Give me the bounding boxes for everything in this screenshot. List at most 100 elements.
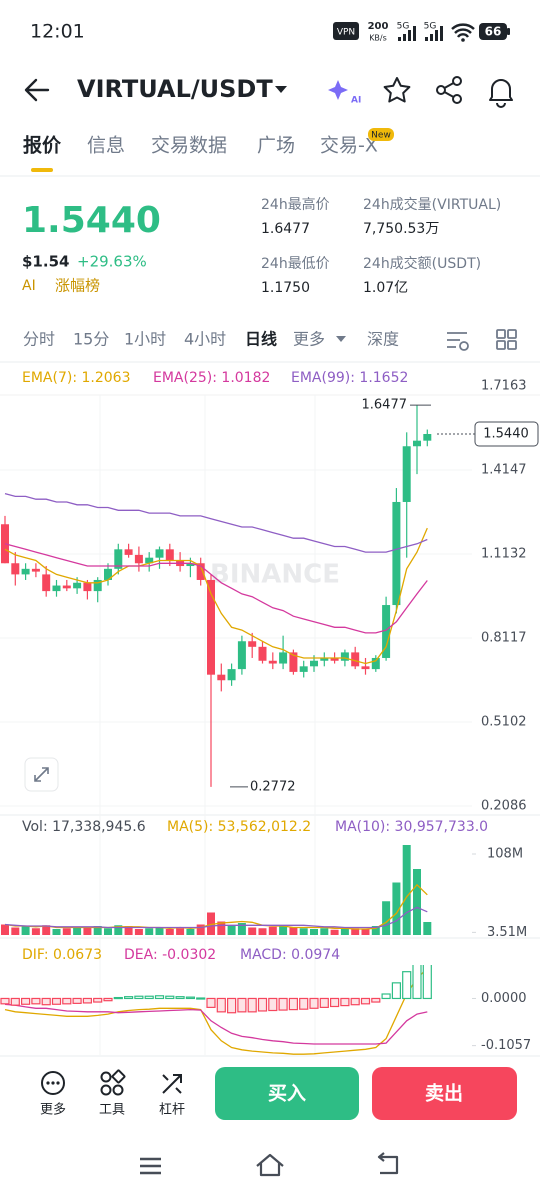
volume-bar — [62, 928, 71, 935]
macd-bar — [402, 971, 412, 1000]
volume-bar — [196, 924, 205, 935]
buy-label[interactable]: 买入 — [268, 1083, 306, 1105]
interval[interactable]: 1小时 — [124, 330, 166, 349]
macd-line — [4, 967, 428, 1055]
candle-body — [371, 657, 380, 670]
volume-bar — [165, 929, 174, 935]
signal-type: 5G — [397, 22, 410, 32]
candle-body — [279, 652, 288, 664]
macd-bar — [93, 997, 103, 1003]
macd-bar — [268, 997, 278, 1012]
back-button[interactable] — [24, 78, 50, 102]
tab[interactable]: 交易-X — [320, 135, 378, 157]
y-tick-label: 0.0000 — [481, 991, 527, 1006]
stat-value: 1.6477 — [261, 221, 310, 237]
macd-line — [4, 1003, 428, 1045]
buy-button[interactable] — [215, 1067, 359, 1120]
candle-body — [93, 579, 102, 592]
candle-body — [11, 563, 20, 575]
pair-dropdown[interactable] — [275, 86, 287, 93]
nav-menu[interactable] — [140, 1157, 161, 1175]
macd-bar — [330, 997, 340, 1008]
share-button[interactable] — [436, 76, 462, 104]
stat-value: 1.1750 — [261, 280, 310, 296]
volume-bar — [361, 929, 370, 935]
tab[interactable]: 报价 — [23, 134, 62, 157]
tool-label[interactable]: 工具 — [99, 1103, 125, 1118]
interval[interactable]: 4小时 — [184, 330, 226, 349]
price-change: +29.63% — [77, 253, 147, 271]
new-badge-text: New — [371, 131, 391, 141]
interval[interactable]: 15分 — [73, 330, 109, 349]
volume-bar — [310, 929, 318, 935]
tab[interactable]: 信息 — [87, 135, 125, 157]
volume-bar — [402, 845, 411, 935]
tag-rank[interactable]: 涨幅榜 — [55, 277, 100, 295]
vertical-grid — [99, 395, 316, 1055]
usd-price: $1.54 — [22, 253, 69, 271]
volume-ma-line — [4, 883, 428, 930]
volume-bar — [207, 912, 215, 935]
more-tool[interactable] — [41, 1071, 65, 1095]
volume-bar — [299, 928, 308, 935]
volume-bar — [392, 882, 401, 935]
macd-bar — [175, 996, 185, 1000]
macd-bar — [196, 997, 206, 1000]
fullscreen-button[interactable] — [24, 757, 59, 792]
macd-bar — [134, 995, 144, 1000]
macd-bar — [257, 997, 268, 1012]
min-label: 0.2772 — [250, 779, 296, 794]
nav-home[interactable] — [256, 1153, 284, 1177]
nav-back[interactable] — [377, 1152, 399, 1175]
max-label: 1.6477 — [362, 398, 408, 413]
stat-label: 24h成交额(USDT) — [363, 255, 481, 272]
ai-icon[interactable] — [328, 80, 348, 100]
volume-bar — [330, 929, 339, 935]
interval[interactable]: 更多 — [293, 330, 325, 349]
interval[interactable]: 深度 — [367, 330, 399, 349]
macd-bar — [123, 996, 134, 1000]
candle-body — [52, 585, 61, 592]
macd-bar — [82, 997, 93, 1004]
indicator-settings[interactable] — [447, 332, 469, 351]
macd-bar — [21, 997, 31, 1005]
tag-ai[interactable]: AI — [22, 278, 36, 294]
signal-icon — [425, 26, 443, 41]
tool-label[interactable]: 杠杆 — [159, 1102, 185, 1118]
favorite-button[interactable] — [383, 77, 411, 103]
macd-bar — [165, 995, 175, 1000]
sell-button[interactable] — [372, 1067, 517, 1120]
leverage-tool[interactable] — [162, 1074, 182, 1094]
macd-bar — [72, 997, 82, 1004]
more-dropdown[interactable] — [336, 336, 346, 342]
sell-label[interactable]: 卖出 — [425, 1082, 463, 1105]
macd-bar — [216, 997, 226, 1013]
interval[interactable]: 日线 — [245, 330, 277, 349]
candle-body — [83, 582, 92, 592]
layout-button[interactable] — [496, 329, 517, 350]
vpn-badge — [333, 22, 359, 40]
volume-bar — [279, 926, 288, 935]
candle-body — [382, 605, 391, 658]
volume-bar — [124, 926, 133, 935]
candle-body — [237, 641, 246, 670]
tab[interactable]: 广场 — [257, 135, 295, 157]
pair-title[interactable]: VIRTUAL/USDT — [77, 75, 273, 103]
y-tick-label: 0.8117 — [481, 630, 527, 645]
macd-bar — [350, 997, 360, 1006]
tab[interactable]: 交易数据 — [151, 135, 227, 157]
chart-macd — [0, 965, 432, 1055]
macd-bar — [51, 997, 62, 1005]
tool-label[interactable]: 更多 — [40, 1102, 66, 1118]
chart-candlestick: BINANCE — [0, 405, 472, 807]
candle-body — [289, 652, 298, 672]
legend-entry: DEA: -0.0302 — [124, 947, 216, 963]
interval[interactable]: 分时 — [23, 330, 55, 349]
tools-tool[interactable] — [100, 1069, 126, 1096]
volume-bar — [340, 929, 349, 935]
macd-bar — [41, 997, 51, 1006]
macd-bar — [278, 997, 288, 1011]
alert-button[interactable] — [489, 79, 513, 108]
volume-bar — [52, 929, 61, 935]
